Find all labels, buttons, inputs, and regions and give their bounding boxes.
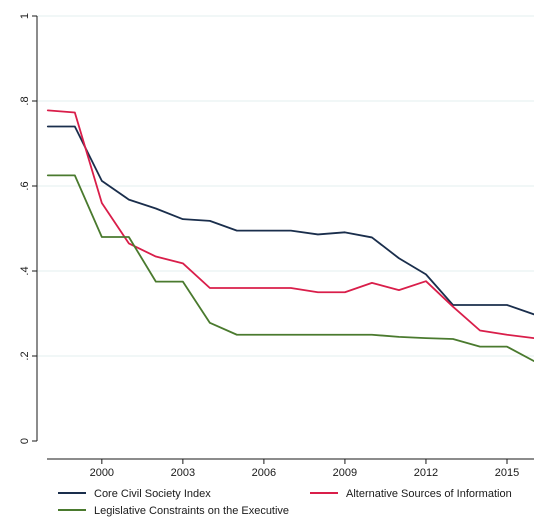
y-tick-label: .8 [19, 96, 31, 105]
y-tick-label: .4 [19, 266, 31, 275]
legend-item: Alternative Sources of Information [310, 488, 512, 500]
x-axis-ticks: 2000 2003 2006 2009 2012 2015 [90, 459, 519, 479]
series-line [46, 125, 534, 316]
series-1 [46, 125, 534, 316]
series-3 [46, 174, 534, 363]
x-tick-label: 2015 [495, 467, 519, 479]
legend-item: Core Civil Society Index [58, 488, 211, 500]
y-axis-ticks: 0 .2 .4 .6 .8 1 [19, 13, 37, 444]
y-tick-label: .2 [19, 351, 31, 360]
legend-label: Core Civil Society Index [94, 488, 211, 500]
series-lines [46, 109, 534, 363]
series-line [46, 109, 534, 340]
x-tick-label: 2000 [90, 467, 114, 479]
legend: Core Civil Society Index Alternative Sour… [58, 488, 512, 517]
x-tick-label: 2012 [414, 467, 438, 479]
legend-label: Legislative Constraints on the Executive [94, 505, 289, 517]
x-tick-label: 2003 [171, 467, 195, 479]
y-tick-label: 1 [19, 13, 31, 19]
gridlines [37, 15, 534, 357]
y-tick-label: 0 [19, 438, 31, 444]
legend-item: Legislative Constraints on the Executive [58, 505, 289, 517]
legend-label: Alternative Sources of Information [346, 488, 512, 500]
y-tick-label: .6 [19, 181, 31, 190]
x-tick-label: 2006 [252, 467, 276, 479]
series-2 [46, 109, 534, 340]
x-tick-label: 2009 [333, 467, 357, 479]
series-line [46, 174, 534, 363]
